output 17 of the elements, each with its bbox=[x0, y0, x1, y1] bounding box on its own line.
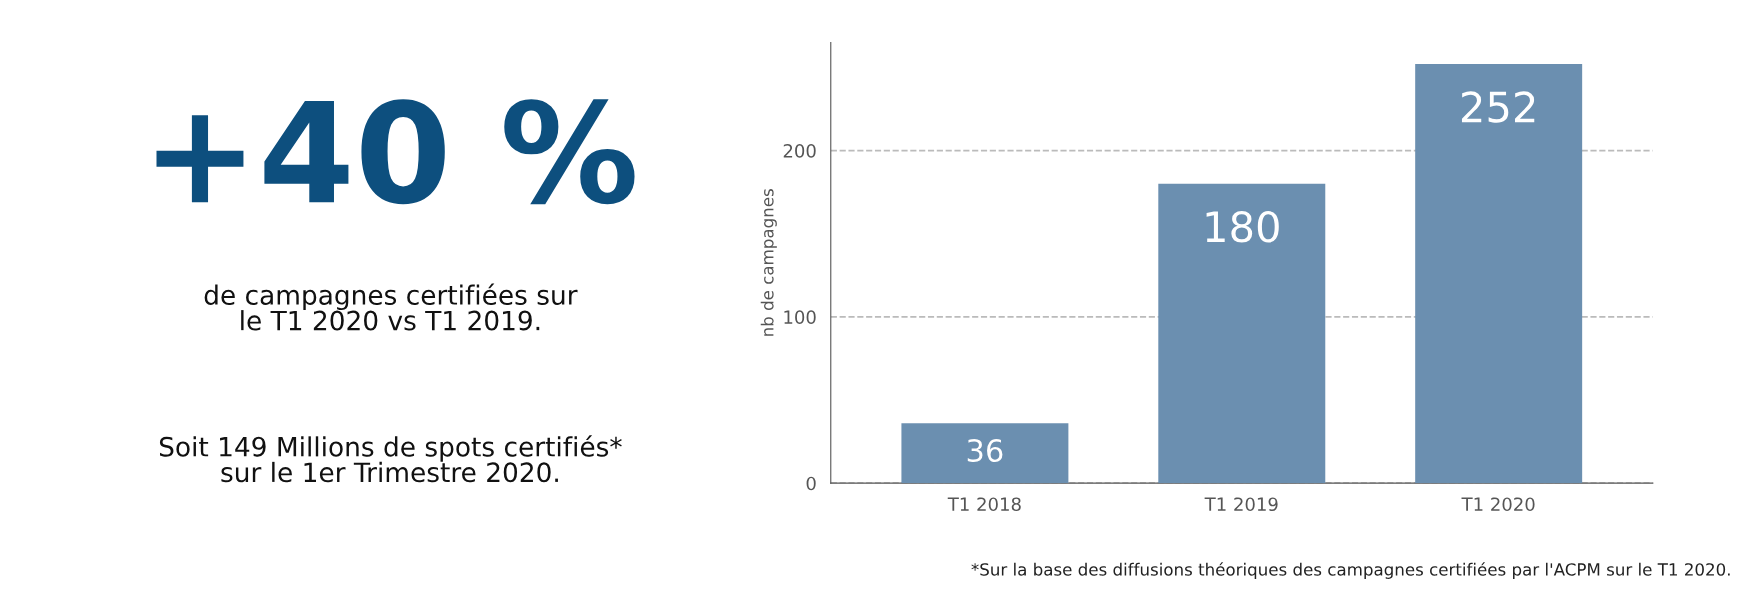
text: *Sur la base des diffusions théoriques des campagnes certifiées par l'ACPM sur le T1 2020. bbox=[971, 562, 1730, 579]
bar bbox=[1158, 183, 1326, 484]
data-label: 36 bbox=[967, 438, 1003, 463]
bar bbox=[901, 423, 1069, 484]
bar bbox=[1415, 64, 1583, 484]
text: de campagnes certifiées sur le T1 2020 vs T1 2019. bbox=[204, 283, 578, 331]
x-tick-label: T1 2020 bbox=[1461, 497, 1535, 512]
y-tick-label: 100 bbox=[784, 310, 816, 324]
y-axis-title: nb de campagnes bbox=[760, 189, 777, 336]
text: +40 % bbox=[156, 99, 635, 205]
data-label: 252 bbox=[1461, 91, 1535, 123]
x-tick-label: T1 2018 bbox=[947, 497, 1021, 512]
x-tick-label: T1 2019 bbox=[1204, 497, 1278, 512]
y-tick-label: 200 bbox=[783, 144, 816, 158]
text: Soit 149 Millions de spots certifiés* sur le 1er Trimestre 2020. bbox=[159, 435, 622, 483]
y-tick-label: 0 bbox=[806, 476, 816, 491]
data-label: 180 bbox=[1206, 211, 1279, 243]
